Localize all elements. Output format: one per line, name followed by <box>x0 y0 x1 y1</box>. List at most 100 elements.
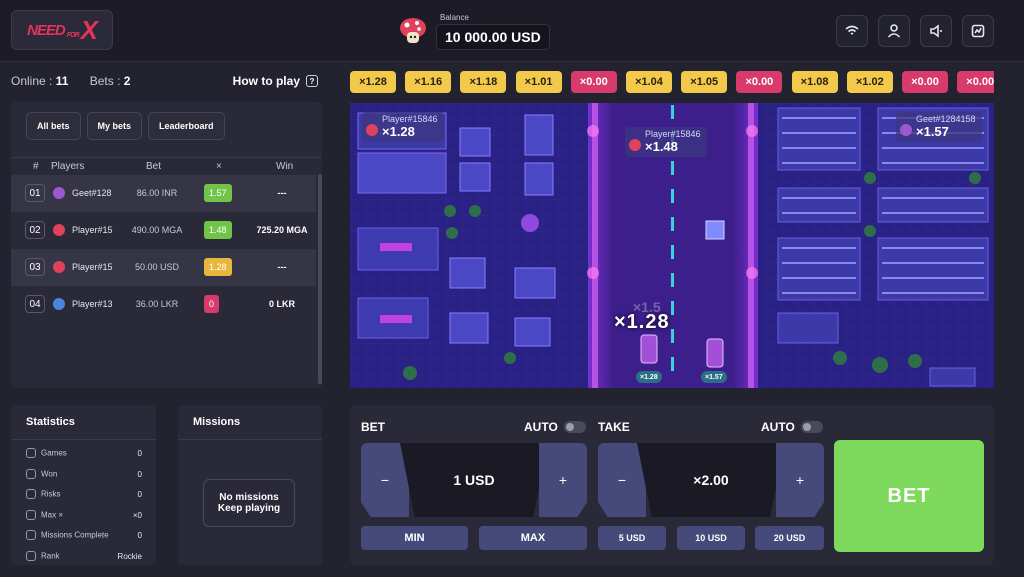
stat-value: 0 <box>137 490 142 499</box>
win-amount: --- <box>277 262 287 272</box>
row-number: 02 <box>25 221 45 239</box>
stat-value: Rockie <box>117 551 142 561</box>
player-tag: #13 <box>97 299 113 309</box>
win-amount: 725.20 MGA <box>256 225 308 235</box>
win-amount: --- <box>277 188 287 198</box>
player-label-multiplier: ×1.28 <box>382 124 415 139</box>
online-count: 11 <box>55 74 69 88</box>
cashout-multiplier-badge: 1.48 <box>204 221 232 239</box>
rank-icon <box>26 550 36 561</box>
online-label: Online : <box>11 74 53 88</box>
player-name: Player#15 <box>72 225 113 235</box>
stat-row: Max × ×0 <box>26 509 142 522</box>
gamepad-icon <box>26 448 36 458</box>
bet-amount-value[interactable]: 1 USD <box>400 443 548 517</box>
stat-value: 0 <box>137 469 142 479</box>
player-tag: #15 <box>97 225 113 235</box>
stat-label: Missions Complete <box>41 530 109 540</box>
game-logo: NEED FOR X <box>11 10 113 50</box>
statistics-title: Statistics <box>26 416 75 428</box>
bet-amount: 490.00 MGA <box>131 225 183 235</box>
balance-label: Balance <box>440 12 469 22</box>
stat-row: Won 0 <box>26 468 142 481</box>
win-amount: 0 LKR <box>268 299 295 309</box>
table-row[interactable]: 01 Geet#128 86.00 INR 1.57 --- <box>11 175 316 212</box>
player-avatar-icon <box>53 224 65 236</box>
player-label-1: Player#15846 ×1.28 <box>362 112 444 142</box>
target-icon <box>26 530 36 540</box>
game-view[interactable]: Player#15846 ×1.28 Player#15846 ×1.48 Ge… <box>350 103 994 388</box>
wifi-button[interactable] <box>836 15 868 47</box>
quick-20-usd-button[interactable]: 20 USD <box>755 526 824 550</box>
car-tag-1: ×1.28 <box>636 371 662 383</box>
bets-count: 2 <box>123 74 131 88</box>
take-auto-toggle[interactable] <box>801 421 823 433</box>
player-label-2: Player#15846 ×1.48 <box>625 127 707 157</box>
quick-10-usd-button[interactable]: 10 USD <box>677 526 745 550</box>
wifi-icon <box>845 25 859 35</box>
tab-my-bets[interactable]: My bets <box>86 112 143 140</box>
geet-avatar-icon <box>900 124 912 136</box>
bet-amount: 86.00 INR <box>136 188 178 198</box>
how-to-play-link[interactable]: How to play ? <box>233 74 318 88</box>
take-decrease-button[interactable]: − <box>598 443 646 517</box>
balance-area: Balance 10 000.00 USD <box>398 11 550 51</box>
take-auto-label: AUTO <box>761 420 795 434</box>
min-button[interactable]: MIN <box>361 526 468 550</box>
multiplier-history-chip: ×1.04 <box>626 71 672 93</box>
bet-auto-toggle[interactable] <box>564 421 586 433</box>
cashout-multiplier-badge: 1.28 <box>204 258 232 276</box>
profile-button[interactable] <box>878 15 910 47</box>
bet-auto-label: AUTO <box>524 420 558 434</box>
mushroom-avatar-icon <box>366 124 378 136</box>
col-players: Players <box>51 161 85 172</box>
history-button[interactable] <box>962 15 994 47</box>
take-multiplier-value[interactable]: ×2.00 <box>637 443 785 517</box>
bet-increase-button[interactable]: + <box>539 443 587 517</box>
row-number: 04 <box>25 295 45 313</box>
missions-title: Missions <box>193 416 241 428</box>
row-number: 03 <box>25 258 45 276</box>
bet-button[interactable]: BET <box>834 440 984 552</box>
table-row[interactable]: 02 Player#15 490.00 MGA 1.48 725.20 MGA <box>11 212 316 249</box>
bets-tabs: All bets My bets Leaderboard <box>26 112 225 140</box>
user-icon <box>887 24 901 38</box>
sound-button[interactable] <box>920 15 952 47</box>
divider <box>178 439 322 440</box>
help-icon: ? <box>306 75 318 87</box>
multiplier-history-chip: ×1.08 <box>791 71 838 93</box>
player-name-text: Player <box>72 299 98 309</box>
statistics-panel: Statistics Games 0 Won 0 Risks 0 Max × ×0 Missio… <box>11 405 156 565</box>
multiplier-history-chip: ×1.02 <box>846 71 893 93</box>
multiplier-history-chip: ×1.28 <box>350 71 396 93</box>
bets-panel: All bets My bets Leaderboard # Players B… <box>11 102 322 388</box>
bets-scrollbar[interactable] <box>318 174 322 384</box>
quick-5-usd-button[interactable]: 5 USD <box>598 526 666 550</box>
player-label-name: Player#15846 <box>645 129 701 139</box>
right-city-blocks <box>777 107 989 387</box>
tab-all-bets[interactable]: All bets <box>26 112 81 140</box>
multiplier-history-chip: ×1.16 <box>405 71 452 93</box>
speedometer-icon <box>26 509 36 520</box>
table-row[interactable]: 03 Player#15 50.00 USD 1.28 --- <box>11 249 316 286</box>
car-tag-2: ×1.57 <box>701 371 727 383</box>
player-name: Player#13 <box>72 299 113 309</box>
tab-leaderboard[interactable]: Leaderboard <box>148 112 225 140</box>
multiplier-history-chip: ×1.05 <box>681 71 728 93</box>
bet-decrease-button[interactable]: − <box>361 443 409 517</box>
player-label-multiplier: ×1.57 <box>916 124 949 139</box>
stat-label: Games <box>41 448 67 458</box>
take-label: TAKE <box>598 420 630 434</box>
player-label-name: Player#15846 <box>382 114 438 124</box>
keep-playing-line: Keep playing <box>217 503 281 514</box>
logo-text-x: X <box>80 14 98 45</box>
multiplier-history-chip: ×0.00 <box>736 71 783 93</box>
take-increase-button[interactable]: + <box>776 443 824 517</box>
max-button[interactable]: MAX <box>479 526 587 550</box>
col-multiplier: × <box>216 161 222 172</box>
col-bet: Bet <box>146 161 162 172</box>
stat-row: Rank Rockie <box>26 550 142 563</box>
current-multiplier: ×1.28 <box>614 311 670 333</box>
multiplier-history-chip: ×1.18 <box>460 71 507 93</box>
table-row[interactable]: 04 Player#13 36.00 LKR 0 0 LKR <box>11 286 316 323</box>
